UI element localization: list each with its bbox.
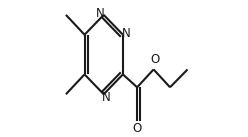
Text: N: N bbox=[122, 27, 130, 40]
Text: O: O bbox=[132, 122, 142, 135]
Text: O: O bbox=[151, 53, 160, 66]
Text: N: N bbox=[96, 7, 105, 20]
Text: N: N bbox=[101, 91, 110, 104]
